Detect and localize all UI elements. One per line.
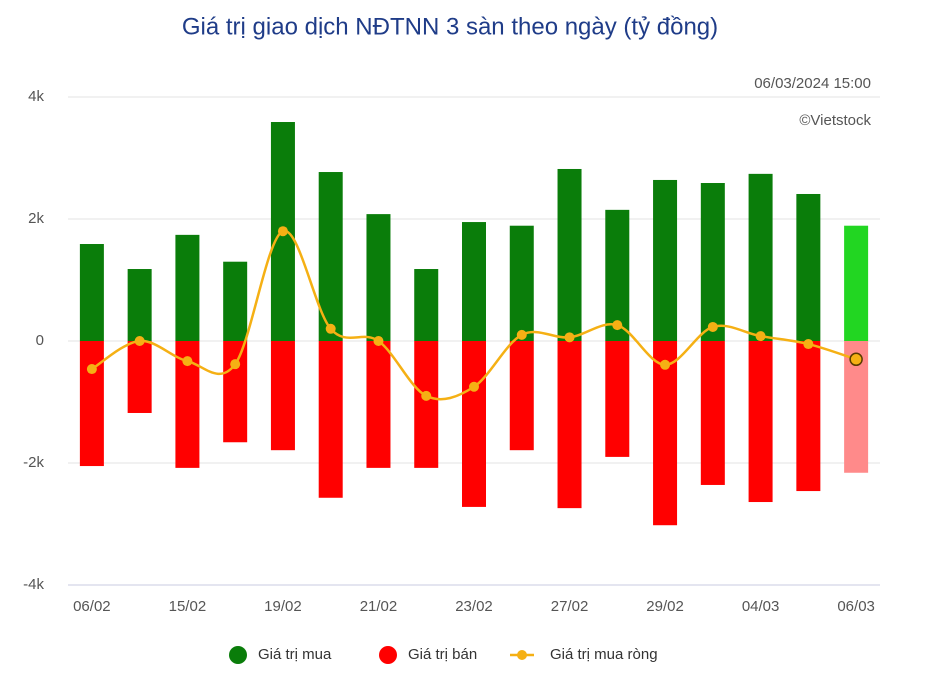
line-point bbox=[469, 381, 479, 392]
line-point bbox=[230, 359, 241, 370]
bar bbox=[509, 341, 534, 451]
bar bbox=[748, 341, 773, 503]
bar bbox=[509, 225, 534, 341]
timestamp: 06/03/2024 15:00 bbox=[754, 75, 871, 92]
bar bbox=[653, 179, 678, 341]
line-point bbox=[803, 339, 814, 350]
bar bbox=[796, 341, 821, 492]
bar bbox=[223, 341, 248, 443]
bar bbox=[653, 341, 678, 526]
x-tick-label: 21/02 bbox=[360, 598, 398, 615]
line-point bbox=[660, 359, 671, 370]
bar bbox=[605, 341, 630, 457]
bar bbox=[366, 214, 391, 341]
bar bbox=[414, 341, 439, 468]
x-tick-label: 29/02 bbox=[646, 598, 684, 615]
y-tick-label: 2k bbox=[28, 210, 44, 227]
bar bbox=[557, 341, 582, 509]
bar bbox=[318, 341, 343, 498]
bar bbox=[79, 341, 104, 467]
bar bbox=[175, 234, 200, 341]
y-tick-label: -4k bbox=[23, 576, 44, 593]
bar bbox=[414, 269, 439, 341]
x-tick-label: 15/02 bbox=[169, 598, 207, 615]
line-point bbox=[277, 226, 288, 237]
bar bbox=[223, 261, 248, 341]
line-point bbox=[612, 320, 623, 331]
bar bbox=[700, 183, 725, 341]
x-tick-label: 23/02 bbox=[455, 598, 493, 615]
bar bbox=[79, 244, 104, 341]
y-tick-label: 4k bbox=[28, 88, 44, 105]
line-point bbox=[86, 364, 97, 375]
legend-marker bbox=[517, 650, 527, 660]
bar bbox=[605, 209, 630, 341]
line-point bbox=[421, 390, 432, 401]
bar bbox=[748, 173, 773, 341]
bar bbox=[366, 341, 391, 468]
x-tick-label: 19/02 bbox=[264, 598, 302, 615]
x-tick-label: 27/02 bbox=[551, 598, 589, 615]
y-tick-label: -2k bbox=[23, 454, 44, 471]
line-point bbox=[182, 356, 193, 367]
line-point bbox=[849, 352, 863, 367]
bar bbox=[796, 193, 821, 341]
bar bbox=[462, 341, 486, 507]
bar bbox=[462, 222, 486, 341]
chart-title: Giá trị giao dịch NĐTNN 3 sàn theo ngày … bbox=[182, 13, 718, 40]
bar bbox=[127, 341, 152, 413]
x-tick-label: 04/03 bbox=[742, 598, 780, 615]
legend-label: Giá trị bán bbox=[408, 646, 477, 663]
line-point bbox=[564, 332, 575, 343]
line-point bbox=[755, 331, 766, 342]
source: ©Vietstock bbox=[799, 112, 871, 129]
x-tick-label: 06/03 bbox=[837, 598, 875, 615]
line-point bbox=[373, 336, 384, 346]
y-tick-label: 0 bbox=[36, 332, 44, 349]
line-point bbox=[325, 323, 336, 334]
x-tick-label: 06/02 bbox=[73, 598, 111, 615]
line-point bbox=[516, 329, 527, 340]
legend-marker bbox=[229, 646, 247, 664]
bar bbox=[557, 168, 582, 341]
bar bbox=[270, 341, 295, 451]
line-point bbox=[134, 336, 145, 346]
bar bbox=[127, 269, 152, 341]
bar bbox=[844, 225, 869, 341]
line-point bbox=[707, 321, 718, 332]
legend-label: Giá trị mua ròng bbox=[550, 646, 658, 663]
bar bbox=[700, 341, 725, 485]
legend-marker bbox=[379, 646, 397, 664]
legend-label: Giá trị mua bbox=[258, 646, 332, 663]
